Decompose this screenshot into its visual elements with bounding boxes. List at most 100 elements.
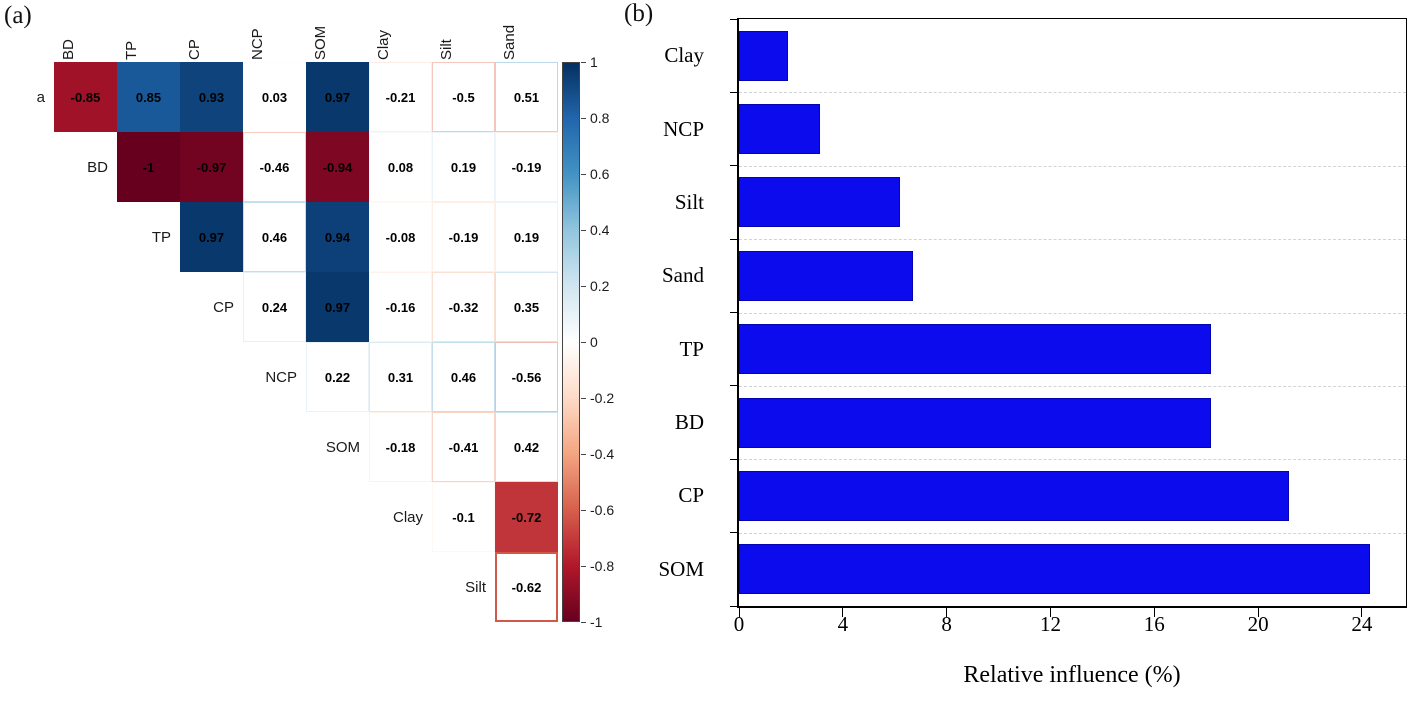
corr-cell-bd-sand: -0.19	[495, 132, 558, 202]
y-axis-tick	[730, 385, 738, 387]
x-tick-label: 16	[1143, 612, 1165, 636]
corr-cell-som-silt: -0.41	[432, 412, 495, 482]
y-axis-tick	[730, 458, 738, 460]
colorbar: 1 0.8 0.6 0.4 0.2 0 -0.2 -0.4 -0.6 -0.8 -1	[562, 54, 620, 630]
corr-cell-clay-silt: -0.1	[432, 482, 495, 552]
x-axis-title: Relative influence (%)	[963, 662, 1181, 688]
matrix-row-label-som: SOM	[325, 438, 360, 456]
category-label-clay: Clay	[664, 43, 704, 68]
corr-cell-tp-som: 0.94	[306, 202, 369, 272]
colorbar-tick-label: 0.4	[590, 222, 610, 238]
x-axis-tick	[1257, 608, 1259, 617]
panel-a-label: (a)	[4, 2, 32, 29]
corr-cell-bd-ncp: -0.46	[243, 132, 306, 202]
corr-cell-cp-clay: -0.16	[369, 272, 432, 342]
matrix-col-label-clay: Clay	[369, 6, 432, 62]
gridline	[739, 532, 1406, 534]
matrix-row-label-bd: BD	[87, 158, 108, 176]
corr-cell-ncp-clay: 0.31	[369, 342, 432, 412]
y-axis-category-labels: Clay NCP Silt Sand TP BD CP SOM	[622, 19, 704, 606]
category-label-cp: CP	[678, 483, 704, 508]
bar-clay	[739, 30, 789, 81]
correlation-matrix: BD TP CP NCP SOM Clay Silt Sand a BD TP CP NCP SOM Cla…	[10, 6, 558, 622]
colorbar-tick-container: 1 0.8 0.6 0.4 0.2 0 -0.2 -0.4 -0.6 -0.8 -1	[562, 54, 620, 630]
gridline	[739, 165, 1406, 167]
category-label-tp: TP	[679, 336, 704, 361]
panel-relative-influence-chart: (b) Clay NCP Silt Sand TP BD CP SOM 0 4 8 12 16 20 24…	[622, 0, 1408, 709]
bar-ncp	[739, 104, 820, 155]
y-axis-tick	[730, 165, 738, 167]
matrix-col-label-text: CP	[185, 39, 203, 60]
bar-bd	[739, 397, 1212, 448]
corr-cell-cp-sand: 0.35	[495, 272, 558, 342]
bar-som	[739, 544, 1370, 595]
bar-sand	[739, 250, 913, 301]
colorbar-tick-label: -1	[590, 614, 603, 630]
colorbar-tick-mark	[581, 173, 586, 175]
corr-cell-ncp-silt: 0.46	[432, 342, 495, 412]
corr-cell-bd-silt: 0.19	[432, 132, 495, 202]
colorbar-tick-mark	[581, 453, 586, 455]
x-tick-label: 24	[1351, 612, 1373, 636]
matrix-col-label-som: SOM	[306, 6, 369, 62]
gridline	[739, 385, 1406, 387]
category-label-bd: BD	[674, 410, 704, 435]
x-tick-label: 0	[733, 612, 745, 636]
colorbar-tick-mark	[581, 229, 586, 231]
gridline	[739, 239, 1406, 241]
matrix-col-label-text: TP	[122, 40, 140, 60]
colorbar-tick-label: -0.4	[590, 446, 615, 462]
corr-cell-bd-tp: -1	[117, 132, 180, 202]
colorbar-tick-mark	[581, 117, 586, 119]
matrix-row-label-silt: Silt	[465, 578, 486, 596]
colorbar-tick-mark	[581, 509, 586, 511]
category-label-silt: Silt	[674, 189, 704, 214]
colorbar-tick-mark	[581, 397, 586, 399]
corr-cell-a-cp: 0.93	[180, 62, 243, 132]
corr-cell-cp-ncp: 0.24	[243, 272, 306, 342]
colorbar-tick-label: 0.6	[590, 166, 610, 182]
y-axis-tick	[730, 312, 738, 313]
corr-cell-a-som: 0.97	[306, 62, 369, 132]
matrix-row-label-clay: Clay	[392, 508, 423, 526]
corr-cell-som-sand: 0.42	[495, 412, 558, 482]
x-axis-tick	[738, 608, 740, 617]
colorbar-tick-label: 1	[590, 54, 598, 70]
colorbar-tick-mark	[581, 341, 586, 343]
panel-b-label: (b)	[624, 0, 654, 27]
matrix-col-label-bd: BD	[54, 6, 117, 62]
corr-cell-tp-sand: 0.19	[495, 202, 558, 272]
matrix-row-label-cp: CP	[213, 298, 234, 316]
corr-cell-bd-som: -0.94	[306, 132, 369, 202]
matrix-col-label-sand: Sand	[495, 6, 558, 62]
corr-cell-bd-clay: 0.08	[369, 132, 432, 202]
colorbar-tick-label: 0.2	[590, 278, 610, 294]
matrix-col-label-silt: Silt	[432, 6, 495, 62]
corr-cell-silt-sand: -0.62	[495, 552, 558, 622]
colorbar-tick-label: -0.6	[590, 502, 615, 518]
colorbar-tick-mark	[581, 61, 586, 63]
corr-cell-tp-clay: -0.08	[369, 202, 432, 272]
gridline	[739, 312, 1406, 314]
y-axis-tick	[730, 605, 738, 607]
matrix-row-label-a: a	[36, 88, 45, 106]
matrix-row-label-tp: TP	[151, 228, 171, 246]
corr-cell-tp-silt: -0.19	[432, 202, 495, 272]
colorbar-tick-label: -0.2	[590, 390, 615, 406]
colorbar-tick-label: 0	[590, 334, 598, 350]
matrix-col-label-text: SOM	[311, 25, 329, 60]
corr-cell-cp-silt: -0.32	[432, 272, 495, 342]
colorbar-tick-label: -0.8	[590, 558, 615, 574]
bar-plot-area	[730, 18, 1407, 617]
x-axis-tick	[842, 608, 844, 617]
x-axis-tick-labels: 0 4 8 12 16 20 24	[622, 612, 1408, 642]
matrix-col-label-cp: CP	[180, 6, 243, 62]
matrix-col-label-ncp: NCP	[243, 6, 306, 62]
corr-cell-a-bd: -0.85	[54, 62, 117, 132]
corr-cell-tp-cp: 0.97	[180, 202, 243, 272]
colorbar-tick-mark	[581, 565, 586, 567]
corr-cell-a-silt: -0.5	[432, 62, 495, 132]
corr-cell-a-sand: 0.51	[495, 62, 558, 132]
x-tick-label: 20	[1247, 612, 1269, 636]
